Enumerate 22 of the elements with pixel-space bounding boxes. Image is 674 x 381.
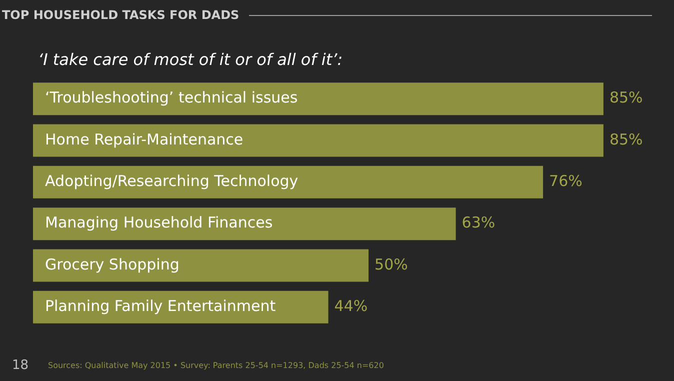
y-tick-label: Grocery Shopping xyxy=(45,255,180,274)
data-label: 76% xyxy=(549,172,582,190)
y-tick-label: Home Repair-Maintenance xyxy=(45,130,244,148)
data-label: 85% xyxy=(609,130,643,148)
data-label: 50% xyxy=(374,255,408,274)
chart-subtitle: ‘I take care of most of it or of all of it’: xyxy=(38,50,343,69)
data-label: 63% xyxy=(462,214,496,232)
y-tick-label: Managing Household Finances xyxy=(45,214,273,232)
bar xyxy=(33,82,604,116)
data-label: 85% xyxy=(609,88,643,107)
bar xyxy=(33,290,328,324)
text: 18 xyxy=(12,358,29,373)
bar xyxy=(33,124,604,157)
bar xyxy=(33,208,456,240)
source-note: Sources: Qualitative May 2015 • Survey: Parents 25-54 n=1293, Dads 25-54 n=620 xyxy=(48,361,384,370)
data-label: 44% xyxy=(334,297,368,316)
bar xyxy=(33,249,369,282)
bar xyxy=(33,166,544,198)
y-tick-label: ‘Troubleshooting’ technical issues xyxy=(45,88,298,107)
chart-title: TOP HOUSEHOLD TASKS FOR DADS xyxy=(2,8,240,22)
y-tick-label: Adopting/Researching Technology xyxy=(45,172,298,190)
y-tick-label: Planning Family Entertainment xyxy=(45,297,276,316)
